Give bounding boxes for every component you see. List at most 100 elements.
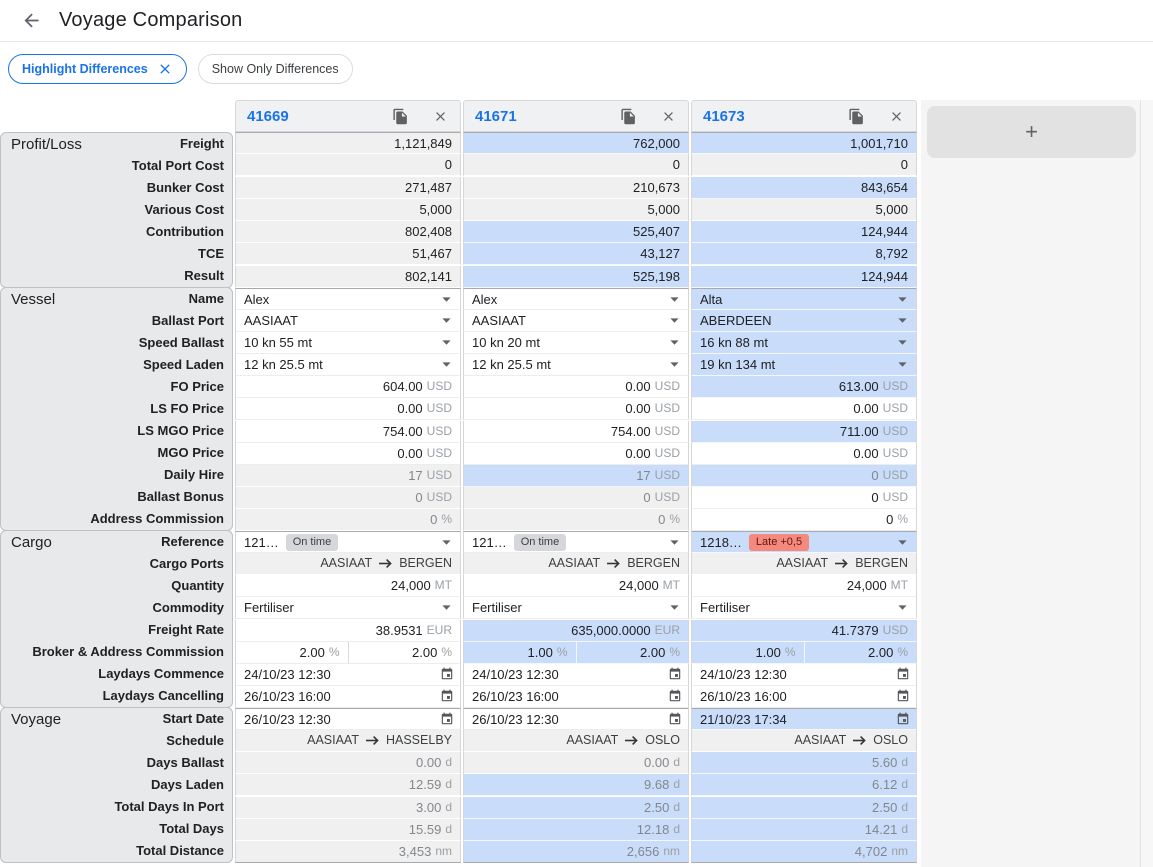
cell-ballast-port[interactable]: AASIAAT bbox=[463, 310, 689, 333]
date-value: 26/10/23 16:00 bbox=[244, 688, 331, 704]
destination-port: BERGEN bbox=[855, 556, 908, 571]
cell-reference[interactable]: 121… On time bbox=[235, 531, 461, 553]
show-only-differences-chip[interactable]: Show Only Differences bbox=[197, 54, 353, 84]
row-label-broker-address-commission: Broker & Address Commission bbox=[32, 644, 224, 659]
cell-start-date[interactable]: 26/10/23 12:30 bbox=[235, 708, 461, 730]
cell-laydays-commence[interactable]: 24/10/23 12:30 bbox=[235, 663, 461, 686]
address-commission[interactable]: 2.00% bbox=[347, 641, 461, 663]
cell-value: 0.00 bbox=[853, 401, 879, 417]
cell-freight: 1,001,710 bbox=[691, 132, 917, 154]
calendar-icon bbox=[669, 712, 681, 725]
cell-value: 2.00 bbox=[868, 644, 894, 660]
cell-freight-rate[interactable]: 41.7379 USD bbox=[691, 619, 917, 642]
cell-speed-ballast[interactable]: 10 kn 55 mt bbox=[235, 332, 461, 355]
cell-ls-mgo-price[interactable]: 754.00 USD bbox=[235, 420, 461, 443]
cell-tce: 43,127 bbox=[463, 243, 689, 266]
cell-broker-address-commission[interactable]: 1.00% 2.00% bbox=[463, 641, 689, 664]
row-label-laydays-commence: Laydays Commence bbox=[98, 666, 224, 681]
back-button[interactable] bbox=[17, 7, 45, 35]
cell-laydays-cancelling[interactable]: 26/10/23 16:00 bbox=[235, 685, 461, 708]
cell-freight-rate[interactable]: 635,000.0000 EUR bbox=[463, 619, 689, 642]
cell-speed-laden[interactable]: 12 kn 25.5 mt bbox=[235, 354, 461, 377]
cell-laydays-cancelling[interactable]: 26/10/23 16:00 bbox=[691, 685, 917, 708]
row-label-contribution: Contribution bbox=[146, 224, 224, 239]
cell-ls-fo-price[interactable]: 0.00 USD bbox=[691, 398, 917, 421]
cell-total-distance: 3,453 nm bbox=[235, 840, 461, 863]
voyage-id[interactable]: 41673 bbox=[703, 107, 745, 125]
cell-ls-mgo-price[interactable]: 754.00 USD bbox=[463, 420, 689, 443]
cell-broker-address-commission[interactable]: 1.00% 2.00% bbox=[691, 641, 917, 664]
cell-value: 124,944 bbox=[861, 224, 908, 240]
cell-mgo-price[interactable]: 0.00 USD bbox=[691, 442, 917, 465]
cell-total-days-in-port: 2.50 d bbox=[691, 796, 917, 819]
arrow-right-icon bbox=[365, 736, 379, 746]
cell-commodity[interactable]: Fertiliser bbox=[691, 597, 917, 620]
cell-mgo-price[interactable]: 0.00 USD bbox=[235, 442, 461, 465]
caret-down-icon bbox=[898, 318, 907, 323]
cell-value: 0.00 bbox=[625, 445, 651, 461]
broker-commission[interactable]: 2.00% bbox=[236, 642, 348, 663]
voyage-id[interactable]: 41671 bbox=[475, 107, 517, 125]
address-commission[interactable]: 2.00% bbox=[575, 641, 689, 663]
row-label-cargo-ports: Cargo Ports bbox=[149, 556, 224, 571]
cell-ls-mgo-price[interactable]: 711.00 USD bbox=[691, 420, 917, 443]
cell-name[interactable]: Alex bbox=[463, 288, 689, 310]
cell-name[interactable]: Alex bbox=[235, 288, 461, 310]
highlight-differences-chip[interactable]: Highlight Differences bbox=[8, 54, 187, 84]
selected-value: 12 kn 25.5 mt bbox=[244, 357, 323, 373]
caret-down-icon bbox=[442, 340, 451, 345]
cell-speed-laden[interactable]: 12 kn 25.5 mt bbox=[463, 354, 689, 377]
cell-speed-ballast[interactable]: 10 kn 20 mt bbox=[463, 332, 689, 355]
cell-ls-fo-price[interactable]: 0.00 USD bbox=[463, 398, 689, 421]
remove-voyage-button[interactable] bbox=[661, 109, 676, 124]
cell-unit: d bbox=[901, 777, 908, 792]
copy-voyage-button[interactable] bbox=[392, 108, 409, 125]
vertical-scrollbar[interactable] bbox=[1140, 100, 1153, 867]
cell-value: 2.50 bbox=[644, 799, 670, 815]
cell-days-laden: 12.59 d bbox=[235, 774, 461, 797]
cell-fo-price[interactable]: 604.00 USD bbox=[235, 376, 461, 399]
cell-quantity[interactable]: 24,000 MT bbox=[691, 575, 917, 598]
cell-ls-fo-price[interactable]: 0.00 USD bbox=[235, 398, 461, 421]
chip-remove-icon[interactable] bbox=[157, 61, 173, 77]
cell-laydays-commence[interactable]: 24/10/23 12:30 bbox=[691, 663, 917, 686]
cell-various-cost: 5,000 bbox=[691, 198, 917, 221]
copy-voyage-button[interactable] bbox=[848, 108, 865, 125]
cell-mgo-price[interactable]: 0.00 USD bbox=[463, 442, 689, 465]
cell-quantity[interactable]: 24,000 MT bbox=[235, 575, 461, 598]
cell-fo-price[interactable]: 0.00 USD bbox=[463, 376, 689, 399]
cell-unit: d bbox=[445, 777, 452, 792]
cell-quantity[interactable]: 24,000 MT bbox=[463, 575, 689, 598]
cell-speed-ballast[interactable]: 16 kn 88 mt bbox=[691, 332, 917, 355]
cell-fo-price[interactable]: 613.00 USD bbox=[691, 376, 917, 399]
cell-start-date[interactable]: 26/10/23 12:30 bbox=[463, 708, 689, 730]
broker-commission[interactable]: 1.00% bbox=[464, 642, 576, 663]
broker-commission[interactable]: 1.00% bbox=[692, 642, 804, 663]
cell-laydays-commence[interactable]: 24/10/23 12:30 bbox=[463, 663, 689, 686]
cell-start-date[interactable]: 21/10/23 17:34 bbox=[691, 708, 917, 730]
cell-speed-laden[interactable]: 19 kn 134 mt bbox=[691, 354, 917, 377]
cell-commodity[interactable]: Fertiliser bbox=[235, 597, 461, 620]
cell-commodity[interactable]: Fertiliser bbox=[463, 597, 689, 620]
cell-reference[interactable]: 1218… Late +0,5 bbox=[691, 531, 917, 553]
cell-total-port-cost: 0 bbox=[691, 154, 917, 177]
cell-value: 5.60 bbox=[872, 755, 898, 771]
remove-voyage-button[interactable] bbox=[433, 109, 448, 124]
add-voyage-button[interactable]: + bbox=[927, 106, 1136, 158]
cell-reference[interactable]: 121… On time bbox=[463, 531, 689, 553]
remove-voyage-button[interactable] bbox=[889, 109, 904, 124]
row-label-total-days: Total Days bbox=[159, 821, 224, 836]
cell-ballast-port[interactable]: AASIAAT bbox=[235, 310, 461, 333]
caret-down-icon bbox=[670, 296, 679, 302]
copy-voyage-button[interactable] bbox=[620, 108, 637, 125]
cell-name[interactable]: Alta bbox=[691, 288, 917, 310]
cell-total-days-in-port: 3.00 d bbox=[235, 796, 461, 819]
cell-freight-rate[interactable]: 38.9531 EUR bbox=[235, 619, 461, 642]
address-commission[interactable]: 2.00% bbox=[803, 641, 917, 663]
cell-broker-address-commission[interactable]: 2.00% 2.00% bbox=[235, 641, 461, 664]
cell-laydays-cancelling[interactable]: 26/10/23 16:00 bbox=[463, 685, 689, 708]
voyage-id[interactable]: 41669 bbox=[247, 107, 289, 125]
comparison-table: 41669 41671 41673 Profit/Loss Freight Total … bbox=[0, 100, 917, 867]
cell-ballast-port[interactable]: ABERDEEN bbox=[691, 310, 917, 333]
cell-unit: d bbox=[445, 799, 452, 814]
